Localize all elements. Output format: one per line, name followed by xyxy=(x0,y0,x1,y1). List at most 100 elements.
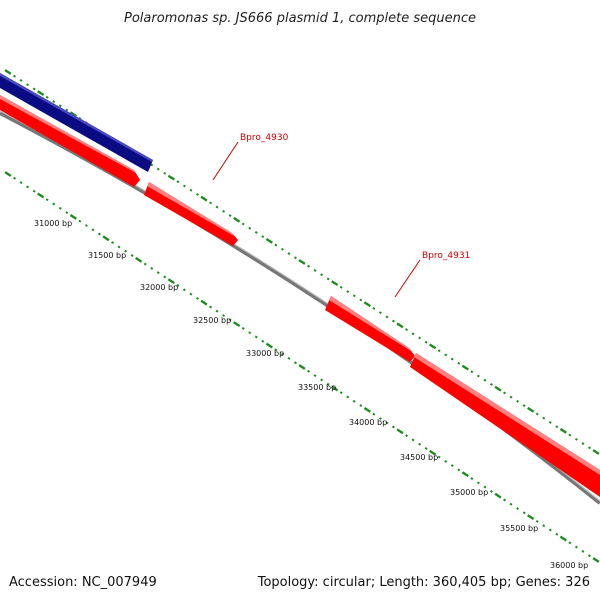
gc-dot xyxy=(326,277,330,281)
gc-dot xyxy=(58,104,62,108)
gc-tick-mark xyxy=(265,237,273,244)
gc-dot xyxy=(457,468,461,472)
gc-dot xyxy=(372,412,376,416)
gc-dot xyxy=(457,361,461,365)
gc-dot xyxy=(176,180,180,184)
gc-dot xyxy=(182,288,186,292)
gc-dot xyxy=(228,318,232,322)
gene-bpro-4931[interactable] xyxy=(325,296,415,362)
gc-dot xyxy=(261,235,265,239)
gc-dot xyxy=(516,507,520,510)
gc-dot xyxy=(274,348,278,352)
gc-tick-mark xyxy=(4,69,12,75)
gc-dot xyxy=(58,206,62,210)
gc-tick-mark xyxy=(331,385,339,392)
gc-dot xyxy=(209,305,213,309)
gc-dot xyxy=(352,294,356,298)
gc-dot xyxy=(254,230,258,234)
gc-dot xyxy=(222,209,226,213)
gc-dot xyxy=(52,202,56,206)
gc-tick-mark xyxy=(494,492,502,499)
gc-dot xyxy=(163,171,167,175)
gc-tick-mark xyxy=(69,111,77,118)
gc-dot xyxy=(84,224,88,227)
gc-tick-mark xyxy=(167,278,175,285)
gc-dot xyxy=(535,412,539,416)
gc-tick-mark xyxy=(592,449,600,455)
gc-dot xyxy=(293,361,297,365)
gc-dot xyxy=(581,549,585,553)
gc-dot xyxy=(326,382,330,386)
gc-tick-mark xyxy=(429,449,437,456)
gc-content-inner-ring xyxy=(4,171,600,563)
gc-dot xyxy=(26,83,30,87)
gene-forward-4[interactable] xyxy=(410,353,600,497)
gc-dot xyxy=(182,184,186,188)
gc-dot xyxy=(359,404,363,408)
gc-dot xyxy=(405,328,409,332)
gc-dot xyxy=(222,314,226,317)
gc-dot xyxy=(65,108,69,112)
gc-tick-mark xyxy=(363,406,371,413)
gc-dot xyxy=(418,336,422,340)
gc-dot xyxy=(522,404,526,408)
gc-tick-mark xyxy=(200,195,208,202)
gc-tick-mark xyxy=(461,364,469,371)
gc-dot xyxy=(13,74,17,78)
gc-dot xyxy=(209,201,213,205)
gc-dot xyxy=(489,489,493,493)
gc-dot xyxy=(574,437,578,441)
gc-tick-mark xyxy=(559,427,567,434)
gc-dot xyxy=(352,399,356,403)
gc-tick-mark xyxy=(592,557,600,563)
gc-dot xyxy=(156,271,160,275)
tick-label: 36000 bp xyxy=(550,561,588,570)
gc-tick-mark xyxy=(37,192,45,199)
gc-dot xyxy=(189,292,193,296)
gc-dot xyxy=(535,519,539,523)
gc-dot xyxy=(450,357,454,361)
gc-dot xyxy=(424,340,428,344)
gene-bpro-4930[interactable] xyxy=(144,182,238,246)
gc-dot xyxy=(215,205,219,209)
gc-dot xyxy=(150,266,154,270)
gc-dot xyxy=(189,188,193,192)
gene-label-bpro-4930[interactable]: Bpro_4930 xyxy=(240,133,289,143)
gc-dot xyxy=(130,254,134,257)
gc-dot xyxy=(444,459,448,463)
backbone-line xyxy=(0,111,600,505)
gc-dot xyxy=(91,228,95,232)
gc-tick-mark xyxy=(69,213,77,220)
gc-dot xyxy=(52,100,56,104)
gc-dot xyxy=(248,331,252,335)
gc-dot xyxy=(581,442,585,446)
gc-dot xyxy=(241,222,245,226)
gc-dot xyxy=(391,319,395,323)
summary-label: Topology: circular; Length: 360,405 bp; … xyxy=(257,575,590,590)
gc-tick-mark xyxy=(265,342,273,349)
gc-dot xyxy=(287,252,291,256)
gc-dot xyxy=(405,434,409,438)
gc-tick-mark xyxy=(298,259,306,265)
gene-label-bpro-4931[interactable]: Bpro_4931 xyxy=(422,251,470,261)
gc-dot xyxy=(568,541,572,545)
gc-tick-mark xyxy=(4,171,12,177)
tick-label: 35000 bp xyxy=(450,488,488,497)
gc-dot xyxy=(509,395,513,399)
gc-dot xyxy=(13,176,17,180)
gc-dot xyxy=(274,243,278,247)
gc-dot xyxy=(522,511,526,515)
gc-dot xyxy=(489,382,493,386)
gc-dot xyxy=(45,198,49,202)
accession-label: Accession: NC_007949 xyxy=(9,575,157,590)
gc-tick-mark xyxy=(102,235,110,242)
gc-dot xyxy=(378,417,382,420)
gene-reverse-blue[interactable] xyxy=(0,73,153,172)
gc-dot xyxy=(483,378,487,382)
gc-dot xyxy=(470,477,474,480)
gc-dot xyxy=(97,232,101,236)
gc-tick-mark xyxy=(233,216,241,223)
gc-dot xyxy=(26,185,30,189)
gc-tick-mark xyxy=(396,428,404,435)
